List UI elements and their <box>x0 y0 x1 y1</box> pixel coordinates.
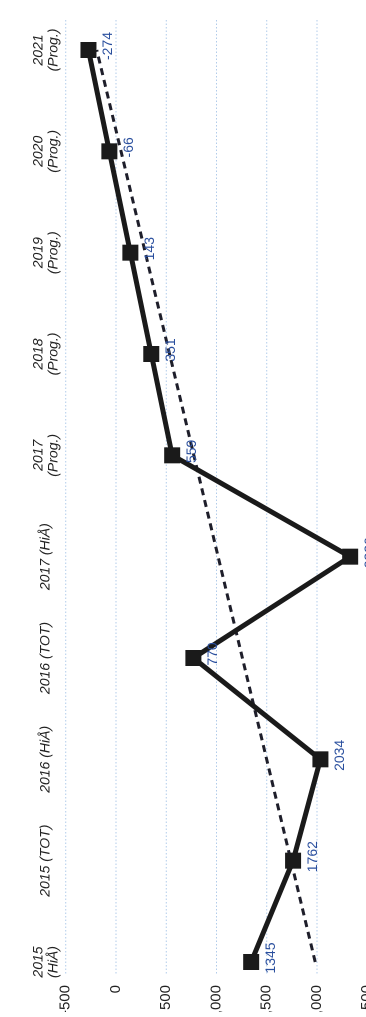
data-point-marker <box>243 954 260 970</box>
category-tick-label: 2017 (HiÅ) <box>37 523 53 591</box>
value-tick-label: 0 <box>107 985 124 993</box>
data-point-marker <box>164 447 181 464</box>
data-point-marker <box>80 42 97 58</box>
category-tick-label: 2016 (HiÅ) <box>37 726 53 794</box>
category-tick-label: 2020 <box>30 136 46 168</box>
category-tick-label: (Prog.) <box>45 333 61 376</box>
data-points <box>80 42 359 970</box>
category-tick-label: (HiÅ) <box>45 946 61 978</box>
series-line <box>86 49 355 963</box>
data-label: -66 <box>120 137 136 157</box>
category-tick-label: 2015 (TOT) <box>37 825 53 898</box>
category-tick-label: 2018 <box>30 338 46 370</box>
series-polyline <box>86 49 355 963</box>
data-label: 1762 <box>304 841 320 872</box>
value-tick-label: 500 <box>157 985 174 1010</box>
data-label: 770 <box>204 642 220 666</box>
data-labels: 1345 1762 2034 770 2330 559 351 143 -66 -274 <box>99 32 366 974</box>
gridlines <box>65 20 318 975</box>
data-point-marker <box>185 650 202 666</box>
data-label: 2330 <box>361 537 366 568</box>
category-tick-label: 2019 <box>30 237 46 269</box>
value-tick-label: 1,000 <box>207 985 224 1012</box>
value-tick-label: 2,000 <box>308 985 325 1012</box>
category-tick-label: (Prog.) <box>45 231 61 274</box>
category-tick-label: 2017 <box>30 439 46 472</box>
data-label: 2034 <box>331 740 347 771</box>
data-point-marker <box>285 852 302 869</box>
category-tick-label: (Prog.) <box>45 130 61 173</box>
trendline-path <box>95 49 317 963</box>
category-tick-label: (Prog.) <box>45 29 61 72</box>
data-label: 143 <box>141 237 157 261</box>
value-tick-label: -500 <box>57 985 74 1012</box>
category-tick-label: 2015 <box>30 946 46 978</box>
trendline <box>95 49 317 963</box>
category-tick-label: (Prog.) <box>45 434 61 477</box>
data-label: 559 <box>183 439 199 463</box>
data-point-marker <box>122 244 139 261</box>
category-axis-tick-labels: 2015 (HiÅ) 2015 (TOT) 2016 (HiÅ) 2016 (TOT) 2… <box>30 29 61 979</box>
category-tick-label: 2021 <box>30 34 46 66</box>
data-point-marker <box>101 143 118 160</box>
data-point-marker <box>143 346 160 362</box>
value-tick-label: 1,500 <box>258 985 275 1012</box>
value-axis-tick-labels: -500 0 500 1,000 1,500 2,000 2,500 <box>57 985 366 1017</box>
value-tick-label: 2,500 <box>358 985 366 1012</box>
data-label: 351 <box>162 338 178 362</box>
data-label: -274 <box>99 32 115 60</box>
data-label: 1345 <box>262 942 278 973</box>
data-point-marker <box>342 548 359 565</box>
category-tick-label: 2016 (TOT) <box>37 622 53 695</box>
data-point-marker <box>312 751 329 768</box>
